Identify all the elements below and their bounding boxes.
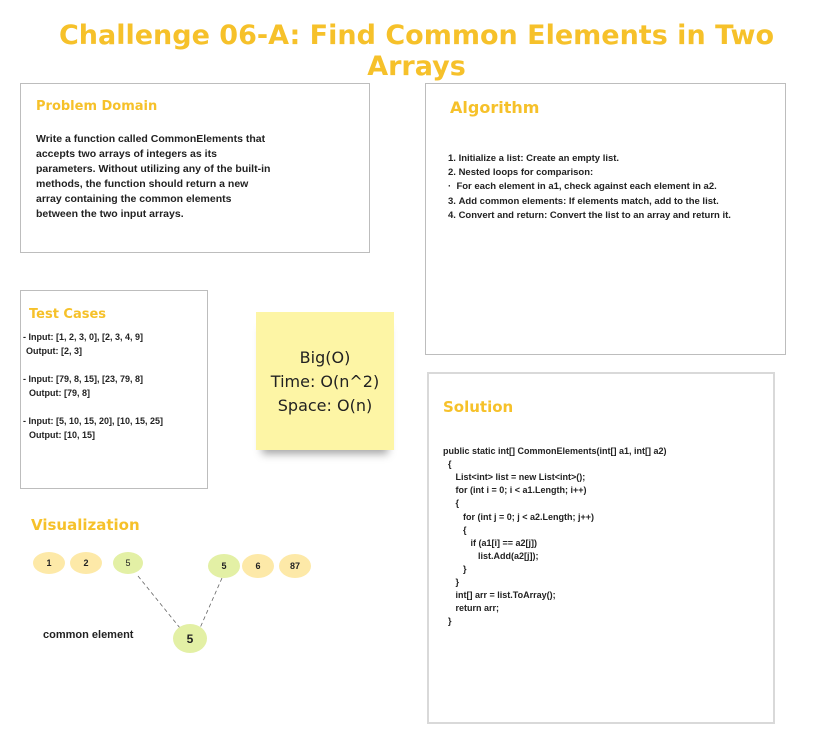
test-output: Output: [79, 8] xyxy=(29,388,90,398)
big-o-sticky-note: Big(O) Time: O(n^2) Space: O(n) xyxy=(256,312,394,450)
array2-element: 87 xyxy=(279,554,311,578)
test-output: Output: [2, 3] xyxy=(26,346,82,356)
sub-step-text: For each element in a1, check against ea… xyxy=(456,181,717,193)
algorithm-heading: Algorithm xyxy=(450,98,540,117)
test-input: - Input: [79, 8, 15], [23, 79, 8] xyxy=(23,374,144,384)
solution-code: public static int[] CommonElements(int[]… xyxy=(443,432,667,642)
algorithm-step: 3. Add common elements: If elements matc… xyxy=(448,195,719,207)
algorithm-step: 2. Nested loops for comparison: xyxy=(448,167,594,179)
code-line: for (int j = 0; j < a2.Length; j++) xyxy=(443,511,595,522)
connector-line-right xyxy=(199,577,223,629)
code-line: if (a1[i] == a2[j]) xyxy=(443,537,538,548)
problem-line: accepts two arrays of integers as its xyxy=(36,148,217,160)
big-o-title: Big(O) xyxy=(299,348,351,367)
code-line: { xyxy=(443,498,460,509)
array1-element-common: 5 xyxy=(113,552,143,574)
test-input: - Input: [5, 10, 15, 20], [10, 15, 25] xyxy=(23,416,164,426)
visualization-heading: Visualization xyxy=(31,516,140,534)
test-cases-card: Test Cases - Input: [1, 2, 3, 0], [2, 3,… xyxy=(20,290,208,489)
code-line: } xyxy=(443,563,467,574)
problem-domain-card: Problem Domain Write a function called C… xyxy=(20,83,370,253)
algorithm-sub-step: · For each element in a1, check against … xyxy=(448,181,717,193)
code-line: { xyxy=(443,524,467,535)
test-cases-heading: Test Cases xyxy=(29,307,107,322)
array1-element: 1 xyxy=(33,552,65,574)
array2-element-common: 5 xyxy=(208,554,240,578)
problem-line: array containing the common elements xyxy=(36,193,232,205)
code-line: List<int> list = new List<int>(); xyxy=(443,472,586,483)
code-line: { xyxy=(443,459,452,470)
problem-line: Write a function called CommonElements t… xyxy=(36,133,266,145)
algorithm-card: Algorithm 1. Initialize a list: Create a… xyxy=(425,83,786,355)
page-title: Challenge 06-A: Find Common Elements in … xyxy=(58,20,775,82)
code-line: return arr; xyxy=(443,603,500,614)
test-input: - Input: [1, 2, 3, 0], [2, 3, 4, 9] xyxy=(23,332,144,342)
common-element-bubble: 5 xyxy=(173,624,207,653)
problem-line: between the two input arrays. xyxy=(36,208,184,220)
step-text: Nested loops for comparison: xyxy=(458,167,594,179)
code-line: } xyxy=(443,616,452,627)
code-line: int[] arr = list.ToArray(); xyxy=(443,590,556,601)
code-line: list.Add(a2[j]); xyxy=(443,550,539,561)
problem-line: methods, the function should return a ne… xyxy=(36,178,249,190)
algorithm-steps: 1. Initialize a list: Create an empty li… xyxy=(448,152,783,223)
test-output: Output: [10, 15] xyxy=(29,430,96,440)
code-line: public static int[] CommonElements(int[]… xyxy=(443,446,667,457)
test-cases-list: - Input: [1, 2, 3, 0], [2, 3, 4, 9] Outp… xyxy=(23,330,207,442)
array2-element: 6 xyxy=(242,554,274,578)
code-line: for (int i = 0; i < a1.Length; i++) xyxy=(443,485,587,496)
code-line: } xyxy=(443,577,460,588)
solution-heading: Solution xyxy=(443,398,514,416)
common-element-label: common element xyxy=(43,629,134,641)
step-text: Initialize a list: Create an empty list. xyxy=(458,153,620,164)
big-o-time: Time: O(n^2) xyxy=(270,372,380,391)
connector-line-left xyxy=(137,575,181,629)
step-text: Add common elements: If elements match, … xyxy=(458,195,719,207)
problem-line: parameters. Without utilizing any of the… xyxy=(36,163,271,175)
algorithm-step: 4. Convert and return: Convert the list … xyxy=(448,209,731,221)
algorithm-step: 1. Initialize a list: Create an empty li… xyxy=(448,153,620,164)
array1-element: 2 xyxy=(70,552,102,574)
problem-domain-text: Write a function called CommonElements t… xyxy=(36,132,356,222)
step-text: Convert and return: Convert the list to … xyxy=(458,209,731,221)
solution-card: Solution xyxy=(427,372,775,724)
big-o-space: Space: O(n) xyxy=(277,396,373,415)
problem-domain-heading: Problem Domain xyxy=(36,99,158,114)
